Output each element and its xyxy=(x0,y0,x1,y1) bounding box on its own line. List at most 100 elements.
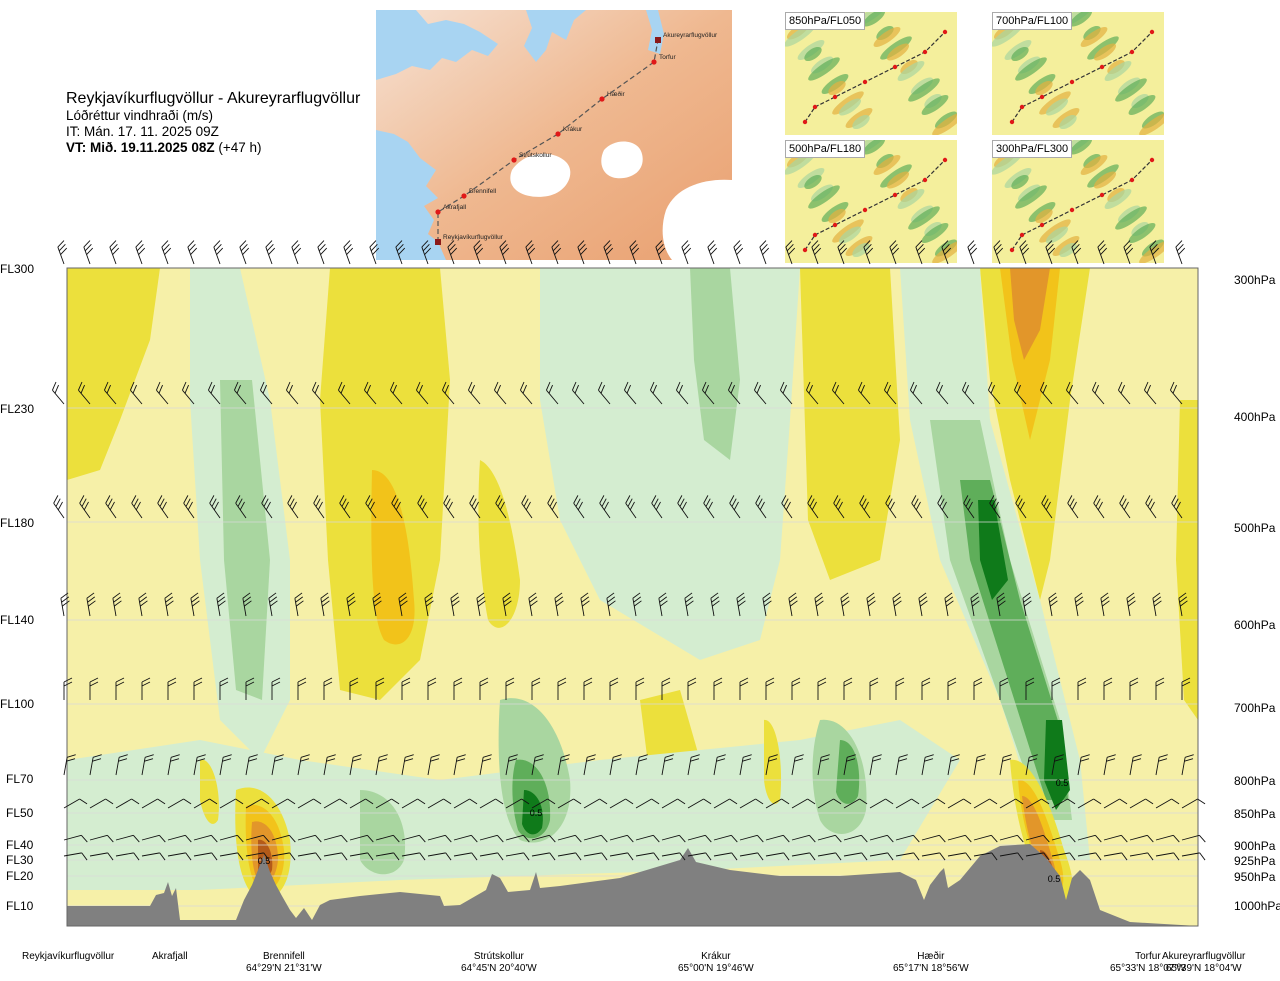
wind-barb xyxy=(895,834,920,843)
wind-barb xyxy=(469,495,481,519)
map-waypoint-marker xyxy=(555,131,561,137)
field-down-brennifell-3 xyxy=(251,821,278,885)
wind-barb xyxy=(687,834,712,843)
location-name: Reykjavíkurflugvöllur xyxy=(22,951,115,962)
wind-barb xyxy=(1103,677,1113,700)
wind-barb xyxy=(710,592,720,617)
wind-barb xyxy=(531,754,544,776)
wind-barb xyxy=(57,240,68,265)
wind-barb xyxy=(79,495,91,519)
wind-barb xyxy=(219,798,244,809)
wind-barb xyxy=(583,834,608,843)
location-coord: 65°33'N 18°07'W xyxy=(1110,963,1186,974)
wind-barb xyxy=(973,677,983,700)
inset-field-blob xyxy=(862,137,886,155)
wind-barb xyxy=(242,592,252,617)
field-down-torfur-4 xyxy=(1040,850,1056,887)
wind-barb xyxy=(209,495,221,519)
wind-barb xyxy=(1103,798,1128,809)
inset-field-blob xyxy=(873,26,901,48)
wind-barb xyxy=(817,852,842,861)
wind-barb xyxy=(63,834,88,843)
wind-barb xyxy=(213,240,224,265)
inset-waypoint xyxy=(832,222,838,228)
wind-barb xyxy=(271,677,281,700)
wind-barb xyxy=(521,495,533,519)
wind-barb xyxy=(157,495,169,519)
wind-barb xyxy=(312,381,325,405)
inset-700hpa-map xyxy=(980,2,1171,136)
pressure-tick-950: 950hPa xyxy=(1234,870,1276,884)
wind-barb xyxy=(505,852,530,861)
wind-barb xyxy=(583,798,608,809)
inset-field-blob xyxy=(838,226,862,244)
chart-variable: Lóðréttur vindhraði (m/s) xyxy=(66,108,214,123)
wind-barb xyxy=(260,381,273,405)
wind-barb xyxy=(973,852,998,861)
map-route-line xyxy=(437,39,659,242)
wind-barb xyxy=(624,381,637,405)
wind-barb xyxy=(164,592,174,617)
wind-barb xyxy=(858,381,871,405)
wind-barb xyxy=(1103,852,1128,861)
wind-barb xyxy=(1119,495,1131,519)
wind-barb xyxy=(1014,381,1027,405)
wind-barb xyxy=(141,798,166,809)
wind-barb xyxy=(468,381,481,405)
wind-barb xyxy=(1129,754,1142,776)
wind-barb xyxy=(320,592,330,617)
wind-barb xyxy=(895,677,905,700)
inset-field-blob xyxy=(1045,226,1069,244)
wind-barb xyxy=(989,495,1001,519)
wind-barb xyxy=(687,852,712,861)
wind-barb xyxy=(713,754,726,776)
wind-barb xyxy=(365,495,377,519)
map-route-points: Reykjavíkurflugvöllur Akrafjall Brennifell… xyxy=(435,32,718,245)
inset-waypoint xyxy=(1149,29,1155,35)
wind-barb xyxy=(63,677,73,700)
wind-barb xyxy=(193,798,218,809)
wind-barb xyxy=(713,677,723,700)
field-down-east-low xyxy=(764,719,782,804)
wind-barb xyxy=(713,798,738,809)
wind-barb xyxy=(1077,852,1102,861)
wind-barb xyxy=(713,834,738,843)
wind-barb xyxy=(988,381,1001,405)
field-very-strong-down xyxy=(1010,268,1050,360)
inset-waypoint xyxy=(802,119,808,125)
wind-barb xyxy=(557,852,582,861)
fl-tick-fl70: FL70 xyxy=(6,772,34,786)
wind-barb xyxy=(502,592,512,617)
wind-barb xyxy=(557,834,582,843)
inset-field-blob xyxy=(862,9,886,27)
inset-field-blob xyxy=(897,60,925,82)
field-background xyxy=(67,268,1198,926)
inset-waypoint xyxy=(1009,119,1015,125)
map-point-label: Reykjavíkurflugvöllur xyxy=(443,234,504,241)
location-akrafjall: Akrafjall xyxy=(152,951,188,963)
inset-500hpa-map xyxy=(773,130,964,264)
wind-barb xyxy=(531,677,541,700)
field-up-central xyxy=(540,268,800,660)
terrain-profile xyxy=(67,844,1198,926)
chart-route-title: Reykjavíkurflugvöllur - Akureyrarflugvöl… xyxy=(66,90,361,107)
wind-barb xyxy=(453,677,463,700)
wind-barb xyxy=(554,592,564,617)
wind-barb xyxy=(635,754,648,776)
map-glacier-langjokull xyxy=(510,153,571,197)
inset-field-blob xyxy=(1015,57,1047,81)
wind-barb xyxy=(661,834,686,843)
wind-barb xyxy=(156,381,169,405)
wind-barb xyxy=(505,834,530,843)
wind-barb xyxy=(346,592,356,617)
wind-barb xyxy=(1051,852,1076,861)
field-down-upper-east xyxy=(980,268,1090,600)
wind-barb xyxy=(375,677,385,700)
fl-tick-fl180: FL180 xyxy=(0,516,35,530)
wind-barb xyxy=(531,834,556,843)
wind-barb xyxy=(1155,798,1180,809)
wind-barb xyxy=(895,754,908,776)
wind-barb xyxy=(967,240,978,265)
wind-barb xyxy=(661,852,686,861)
route-map: Reykjavíkurflugvöllur Akrafjall Brennifell… xyxy=(376,10,732,260)
